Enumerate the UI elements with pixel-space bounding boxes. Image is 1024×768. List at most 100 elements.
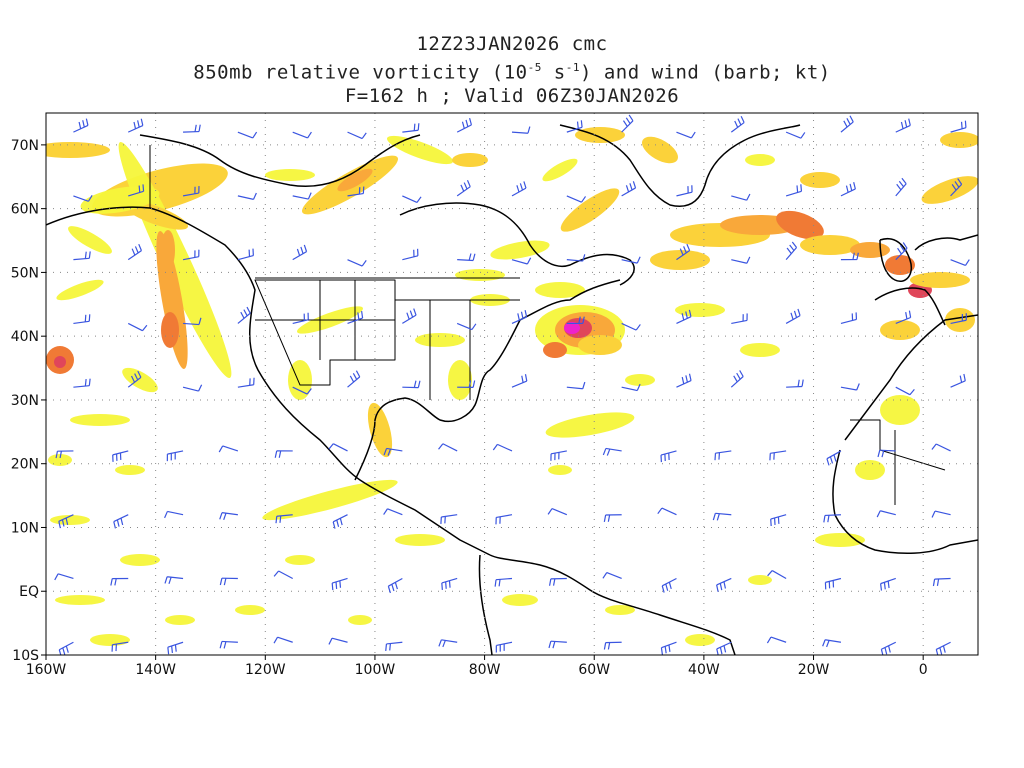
wind-barb	[731, 193, 751, 201]
wind-barb	[511, 374, 528, 388]
vorticity-contour	[285, 555, 315, 565]
wind-barb	[182, 186, 200, 197]
lat-tick-label: 50N	[11, 265, 39, 281]
vorticity-contour	[395, 534, 445, 546]
wind-barb	[895, 386, 915, 396]
wind-barb	[438, 639, 458, 648]
vorticity-contour	[850, 242, 890, 258]
vorticity-contour	[685, 634, 715, 646]
wind-barb	[347, 186, 365, 197]
vorticity-contour	[740, 343, 780, 357]
chart-titles: 12Z23JAN2026 cmc 850mb relative vorticit…	[0, 0, 1024, 108]
vorticity-contour	[68, 226, 112, 254]
wind-barb	[110, 577, 129, 586]
wind-barb	[347, 131, 367, 140]
wind-barb	[548, 640, 567, 649]
vorticity-contour	[641, 136, 679, 164]
wind-barb	[895, 177, 907, 197]
coastline	[559, 124, 801, 207]
axis-ticks: 160W 140W 120W 100W 80W 60W 40W 20W 0 70N 60N 50N 40…	[11, 138, 928, 678]
wind-barb	[950, 373, 966, 388]
border-africa	[850, 419, 946, 505]
wind-barb	[128, 184, 145, 197]
wind-barb	[621, 383, 641, 392]
wind-barb	[275, 514, 293, 524]
wind-barb	[550, 450, 567, 461]
title-exp-1: -5	[527, 61, 542, 74]
wind-barb	[402, 248, 419, 261]
wind-barb	[237, 306, 251, 324]
wind-barb	[950, 259, 970, 267]
coastline	[874, 287, 946, 326]
wind-barb	[219, 640, 238, 649]
vorticity-contour	[605, 605, 635, 615]
vorticity-contour	[56, 279, 104, 301]
coastline	[354, 279, 621, 481]
wind-barb	[840, 252, 859, 261]
wind-barb	[164, 576, 184, 585]
lon-tick-label: 60W	[578, 662, 610, 678]
lon-tick-label: 0	[919, 662, 928, 678]
vorticity-contour	[945, 308, 975, 332]
vorticity-contour	[115, 465, 145, 475]
vorticity-contour	[800, 235, 860, 255]
wind-barb	[824, 577, 842, 590]
lat-tick-label: 40N	[11, 329, 39, 345]
vorticity-contours	[46, 127, 978, 646]
vorticity-contour	[367, 402, 393, 458]
vorticity-contour	[50, 515, 90, 525]
vorticity-contour	[415, 333, 465, 347]
title-field-pre: 850mb relative vorticity (10	[193, 61, 528, 84]
wind-barb	[112, 450, 129, 462]
wind-barb	[840, 312, 858, 325]
wind-barb	[822, 639, 842, 648]
wind-barb	[950, 120, 967, 133]
vorticity-contour	[70, 414, 130, 426]
wind-barb	[950, 178, 963, 197]
wind-barb	[127, 118, 144, 133]
lon-tick-label: 140W	[135, 662, 176, 678]
wind-barb	[328, 443, 348, 452]
wind-barb	[895, 242, 908, 261]
wind-barb	[785, 308, 801, 324]
wind-barb	[402, 380, 421, 389]
wind-barb	[621, 181, 637, 197]
title-run: 12Z23JAN2026 cmc	[416, 33, 608, 55]
wind-barb	[785, 184, 803, 197]
wind-barb	[769, 450, 787, 461]
wind-barb	[712, 512, 732, 521]
wind-barb	[548, 577, 567, 586]
wind-barb	[331, 577, 348, 591]
wind-barb	[566, 254, 586, 262]
wind-barb	[511, 181, 527, 197]
wind-barb	[182, 249, 200, 261]
wind-barb	[823, 514, 841, 523]
wind-barb	[676, 243, 691, 261]
wind-barb	[328, 637, 348, 645]
vorticity-contour	[452, 153, 488, 167]
wind-barb	[383, 508, 403, 516]
wind-barb	[511, 309, 528, 324]
wind-barb	[932, 577, 951, 587]
vorticity-contour	[910, 272, 970, 288]
wind-barb	[511, 126, 531, 134]
vorticity-contour	[940, 132, 978, 148]
coastlines	[46, 124, 978, 655]
wind-barb	[935, 641, 951, 655]
wind-barb	[621, 256, 641, 264]
coastline	[832, 449, 978, 555]
wind-barb	[456, 117, 473, 133]
wind-barb	[660, 450, 677, 463]
lon-tick-label: 80W	[469, 662, 501, 678]
wind-barb	[441, 577, 458, 590]
wind-barb	[58, 514, 74, 529]
coastline	[879, 238, 912, 282]
wind-barb	[603, 641, 622, 650]
wind-barb	[127, 322, 148, 332]
wind-barb	[931, 510, 951, 518]
wind-barb	[826, 450, 842, 466]
wind-barb	[895, 310, 912, 324]
wind-barb	[880, 641, 897, 655]
vorticity-contour	[800, 172, 840, 188]
wind-barb	[457, 380, 476, 388]
